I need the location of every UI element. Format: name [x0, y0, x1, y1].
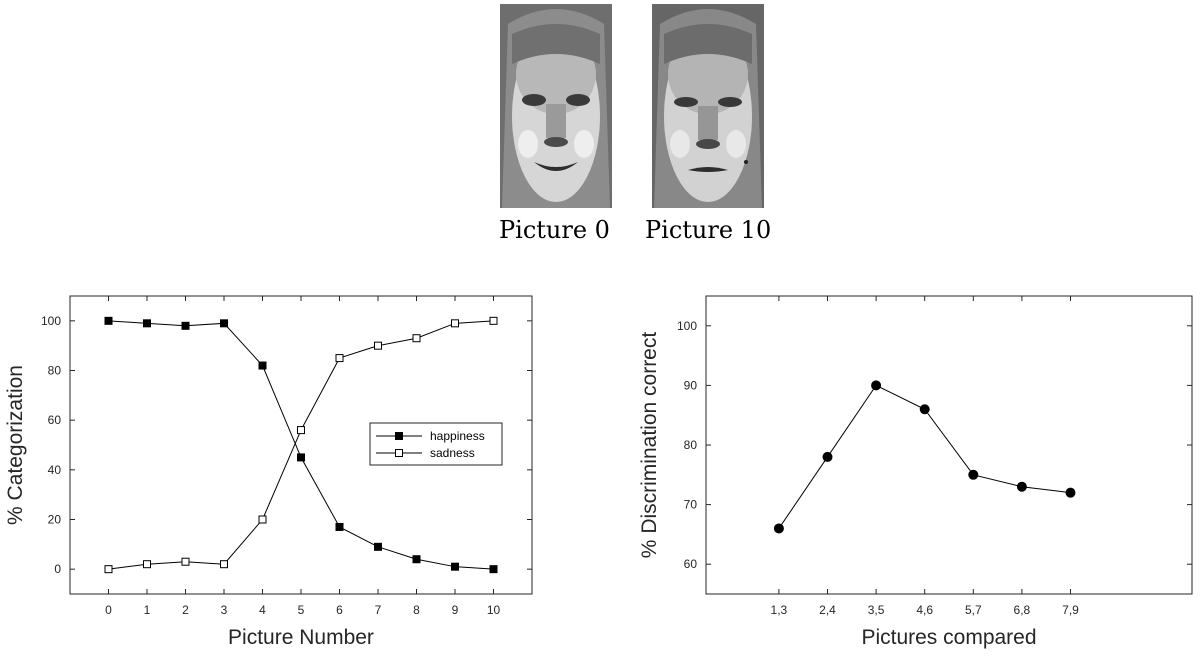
data-point	[258, 361, 267, 370]
data-point	[297, 426, 305, 435]
x-tick-label: 4	[259, 603, 266, 617]
y-tick-label: 100	[41, 314, 61, 328]
data-point	[220, 560, 228, 569]
data-point	[258, 515, 267, 524]
y-tick-label: 70	[684, 498, 698, 512]
data-point	[489, 316, 498, 325]
legend	[369, 422, 503, 466]
x-tick-label: 3	[221, 603, 228, 617]
y-tick-label: 60	[48, 413, 62, 427]
x-tick-label: 0	[105, 603, 112, 617]
y-axis-label: % Discrimination correct	[638, 332, 661, 559]
x-tick-label: 6,8	[1014, 603, 1031, 617]
x-tick-label: 4,6	[916, 603, 933, 617]
data-point	[143, 319, 151, 328]
data-point	[220, 319, 228, 328]
legend-label: sadness	[430, 446, 475, 460]
data-point	[335, 522, 344, 531]
x-tick-label: 8	[413, 603, 420, 617]
x-tick-label: 6	[336, 603, 343, 617]
data-point	[1016, 481, 1027, 492]
x-axis-label: Pictures compared	[861, 626, 1036, 649]
x-tick-label: 1,3	[771, 603, 788, 617]
data-point	[335, 354, 344, 363]
y-axis-label: % Categorization	[4, 365, 27, 525]
face-image-picture-0	[500, 4, 612, 208]
data-point	[297, 453, 305, 462]
legend-marker	[395, 449, 403, 457]
data-point	[871, 380, 882, 391]
x-tick-label: 2	[182, 603, 189, 617]
data-point	[451, 562, 459, 571]
data-point	[489, 565, 498, 574]
face-caption: Picture 0	[499, 216, 610, 244]
y-tick-label: 80	[684, 438, 698, 452]
data-point	[374, 542, 382, 551]
discrimination-chart: 1,3 2,4 3,5 4,6 5,7 6,8 7,9 60 70 80 90 100 Pictures…	[638, 295, 1193, 649]
y-tick-label: 60	[684, 557, 698, 571]
data-point	[374, 341, 382, 350]
y-tick-label: 40	[48, 463, 62, 477]
x-tick-label: 9	[452, 603, 459, 617]
data-point	[143, 560, 151, 569]
data-point	[822, 451, 833, 462]
y-tick-label: 80	[48, 364, 62, 378]
legend-label: happiness	[430, 429, 485, 443]
x-tick-label: 1	[144, 603, 151, 617]
data-point	[412, 555, 421, 564]
x-tick-label: 5,7	[965, 603, 982, 617]
y-tick-label: 0	[54, 562, 61, 576]
data-point	[919, 404, 930, 415]
y-tick-label: 20	[48, 513, 62, 527]
data-point	[181, 557, 190, 566]
face-caption: Picture 10	[645, 216, 772, 244]
x-tick-label: 7	[375, 603, 382, 617]
data-point	[412, 334, 421, 343]
x-tick-label: 7,9	[1062, 603, 1079, 617]
data-point	[104, 316, 113, 325]
data-point	[451, 319, 459, 328]
x-tick-label: 2,4	[819, 603, 836, 617]
y-tick-label: 100	[677, 319, 697, 333]
data-point	[968, 469, 979, 480]
y-tick-label: 90	[684, 378, 698, 392]
data-point	[181, 321, 190, 330]
data-point	[773, 523, 784, 534]
legend-marker	[395, 432, 403, 440]
face-image-picture-10	[652, 4, 764, 208]
x-tick-label: 3,5	[868, 603, 885, 617]
x-axis-label: Picture Number	[228, 626, 374, 649]
x-tick-label: 5	[298, 603, 305, 617]
plot-area	[705, 295, 1193, 595]
data-point	[104, 565, 113, 574]
data-point	[1065, 487, 1076, 498]
x-tick-label: 10	[487, 603, 501, 617]
